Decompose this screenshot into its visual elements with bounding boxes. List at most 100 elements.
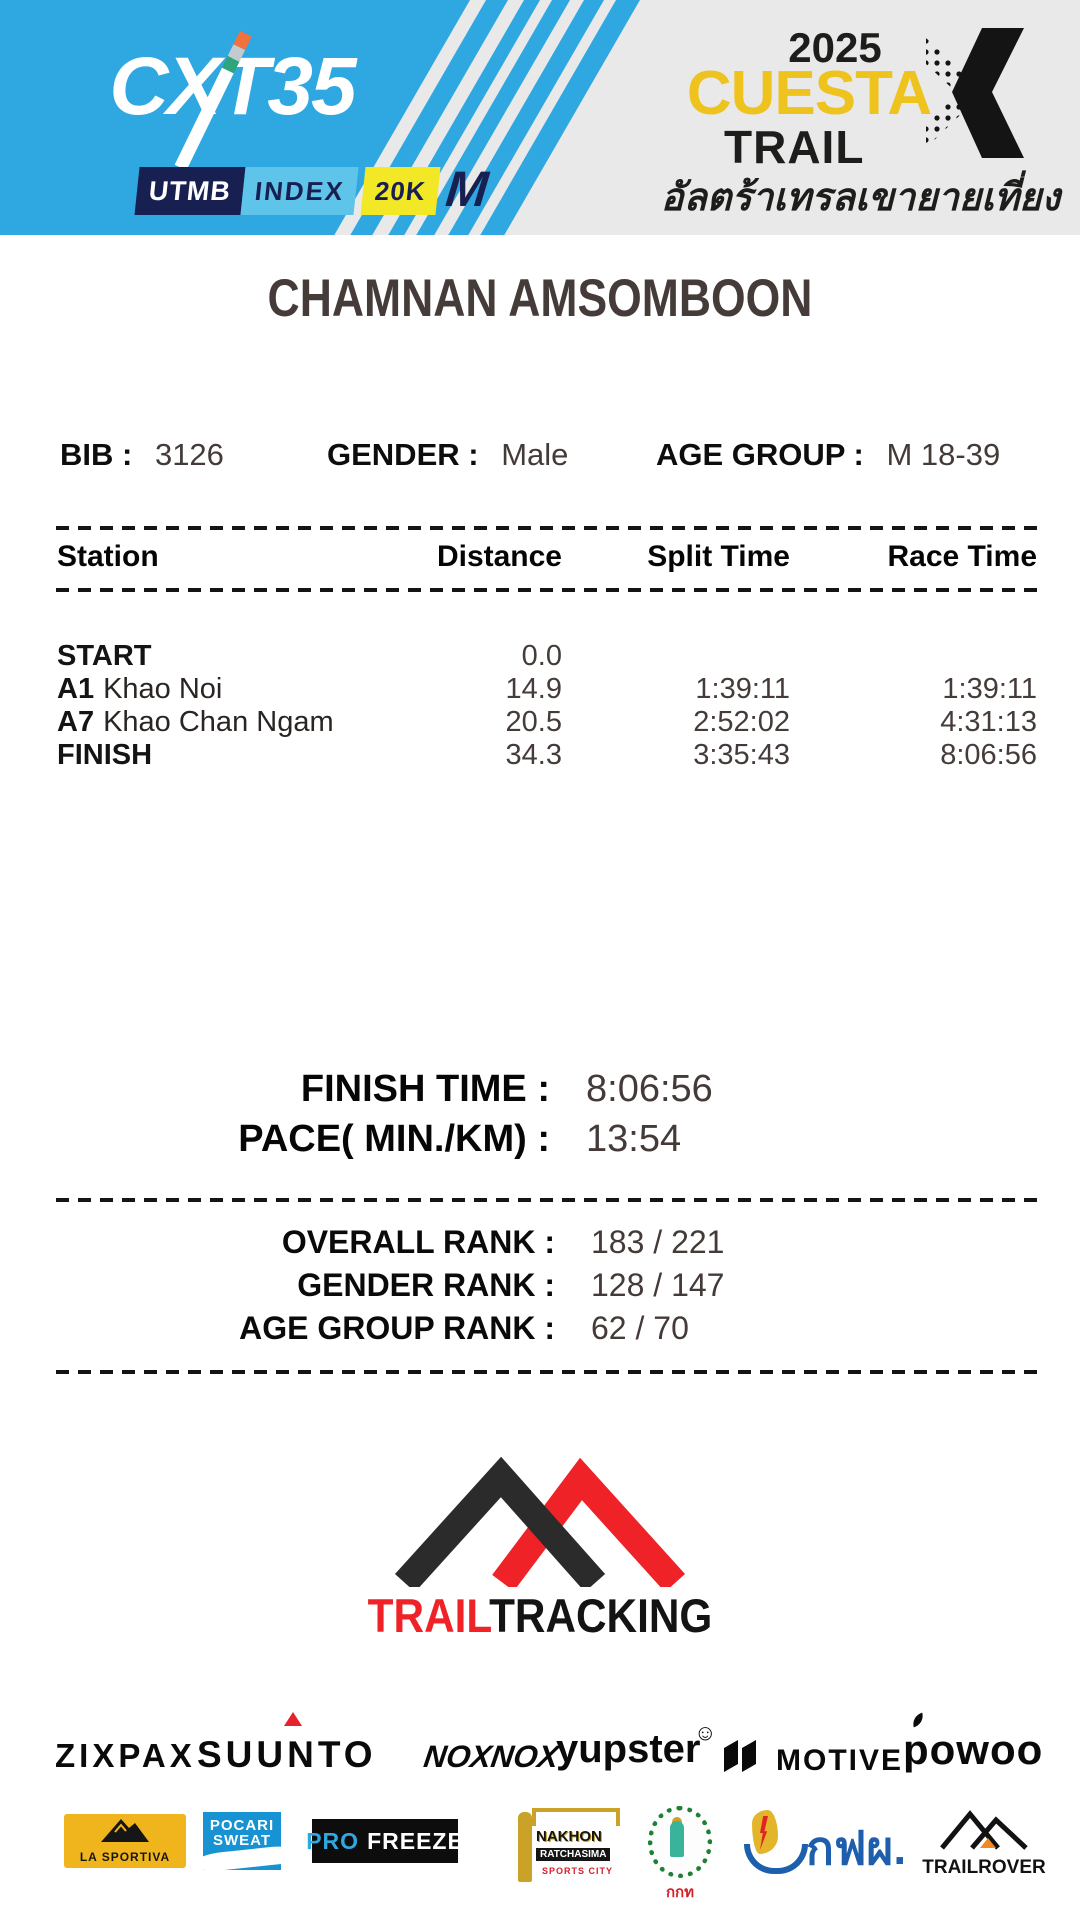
sponsor-yupster-logo: yupster — [556, 1727, 701, 1771]
finish-time-value: 8:06:56 — [586, 1068, 713, 1110]
event-thai-name: อัลตร้าเทรลเขายายเที่ยง — [660, 177, 1060, 219]
sponsor-motive-logo: MOTIVE — [776, 1744, 904, 1777]
table-row: FINISH 34.3 3:35:43 8:06:56 — [57, 739, 1037, 772]
divider-dashed — [56, 1370, 1040, 1374]
age-group-value: M 18-39 — [886, 437, 1001, 472]
finish-time-label: FINISH TIME : — [300, 1068, 550, 1110]
overall-rank-label: OVERALL RANK : — [281, 1224, 555, 1260]
age-group-rank-row: AGE GROUP RANK : 62 / 70 — [0, 1310, 1080, 1347]
gender-value: Male — [501, 437, 569, 472]
distance-value: 0.0 — [521, 640, 562, 672]
splits-table-body: START 0.0 A1 Khao Noi 14.9 1:39:11 1:39:1… — [57, 640, 1037, 772]
runner-info-row: BIB : 3126 GENDER : Male AGE GROUP : M 1… — [0, 437, 1080, 477]
sponsor-pocari-sweat-logo: POCARI SWEAT — [203, 1812, 281, 1870]
splits-table-header: Station Distance Split Time Race Time — [57, 540, 1037, 574]
nakhon-text-line3: SPORTS CITY — [542, 1866, 614, 1876]
gender-rank-label: GENDER RANK : — [297, 1267, 555, 1303]
divider-dashed — [56, 588, 1040, 592]
pocari-text-line2: SWEAT — [212, 1832, 272, 1849]
race-time-value: 4:31:13 — [940, 706, 1037, 738]
col-header-split-time: Split Time — [647, 540, 790, 573]
pace-label: PACE( MIN./KM) : — [238, 1118, 550, 1160]
age-group-rank-label: AGE GROUP RANK : — [239, 1310, 555, 1346]
table-row: A1 Khao Noi 14.9 1:39:11 1:39:11 — [57, 673, 1037, 706]
age-group-field: AGE GROUP : M 18-39 — [656, 437, 1000, 473]
egat-arc-icon — [744, 1844, 808, 1874]
divider-dashed — [56, 1198, 1040, 1202]
trailtracking-tracking-text: TRACKING — [489, 1589, 713, 1642]
table-row: START 0.0 — [57, 640, 1037, 673]
station-code: START — [57, 640, 152, 672]
sat-figure-icon — [670, 1821, 684, 1857]
trailtracking-mountains-icon — [394, 1456, 686, 1587]
pro-freeze-freeze-text: FREEZE — [367, 1827, 464, 1854]
la-sportiva-mountain-icon — [101, 1819, 149, 1842]
motive-flags-icon — [724, 1740, 756, 1772]
event-year: 2025 — [788, 24, 882, 71]
nakhon-text-line2: RATCHASIMA — [536, 1848, 611, 1861]
trailtracking-wordmark: TRAILTRACKING — [54, 1588, 1026, 1643]
event-title: CUESTA — [686, 59, 932, 128]
runner-name: CHAMNAN AMSOMBOON — [267, 269, 813, 328]
split-time-value: 2:52:02 — [693, 706, 790, 738]
station-name: Khao Noi — [103, 673, 223, 705]
overall-rank-value: 183 / 221 — [591, 1224, 725, 1260]
pace-value: 13:54 — [586, 1118, 682, 1160]
sponsor-pro-freeze-logo: PRO FREEZE — [306, 1819, 463, 1863]
sponsor-trailrover-logo: TRAILROVER — [920, 1808, 1048, 1879]
gender-label: GENDER : — [327, 437, 479, 472]
pace-row: PACE( MIN./KM) : 13:54 — [0, 1118, 1080, 1161]
bib-field: BIB : 3126 — [60, 437, 224, 473]
distance-value: 34.3 — [505, 739, 562, 771]
nakhon-text-line1: NAKHON — [536, 1828, 602, 1845]
split-time-value: 1:39:11 — [695, 673, 790, 705]
age-group-label: AGE GROUP : — [656, 437, 864, 472]
pro-freeze-pro-text: PRO — [306, 1827, 360, 1854]
sponsor-egat-logo: กฟผ. — [744, 1810, 907, 1890]
distance-value: 20.5 — [505, 706, 562, 738]
bib-value: 3126 — [154, 437, 224, 472]
bib-label: BIB : — [60, 437, 133, 472]
table-row: A7 Khao Chan Ngam 20.5 2:52:02 4:31:13 — [57, 706, 1037, 739]
station-code: FINISH — [57, 739, 153, 771]
age-group-rank-value: 62 / 70 — [591, 1310, 689, 1346]
index-badge: INDEX — [240, 167, 359, 215]
station-code: A1 — [57, 673, 95, 705]
gender-rank-value: 128 / 147 — [591, 1267, 725, 1303]
sponsor-la-sportiva-logo: LA SPORTIVA — [64, 1814, 186, 1868]
event-subtitle: TRAIL — [724, 121, 865, 173]
divider-dashed — [56, 526, 1040, 530]
egat-thai-text: กฟผ. — [806, 1822, 907, 1874]
suunto-triangle-icon — [284, 1712, 302, 1726]
pocari-text-line1: POCARI — [209, 1817, 275, 1834]
split-time-value: 3:35:43 — [693, 739, 790, 771]
distance-badge: 20K — [360, 167, 441, 215]
trailrover-mountains-icon — [940, 1810, 1028, 1850]
event-header: CXT35 UTMB INDEX 20K M 2025 CUESTA TRAIL — [0, 0, 1080, 235]
egat-lightning-icon — [760, 1816, 768, 1850]
sponsor-nakhon-ratchasima-logo: NAKHON RATCHASIMA SPORTS CITY — [512, 1808, 627, 1898]
sponsor-noxnox-logo: NOXNOX — [421, 1739, 561, 1774]
sat-wreath-icon — [648, 1806, 712, 1878]
nakhon-statue-icon — [518, 1812, 532, 1882]
gender-field: GENDER : Male — [327, 437, 568, 473]
utmb-index-badges: UTMB INDEX 20K M — [134, 161, 491, 217]
distance-value: 14.9 — [505, 673, 562, 705]
sponsor-suunto-logo: SUUNTO — [197, 1734, 377, 1775]
trailrover-text: TRAILROVER — [922, 1857, 1046, 1878]
gender-rank-row: GENDER RANK : 128 / 147 — [0, 1267, 1080, 1304]
utmb-m-icon: M — [443, 161, 491, 217]
sponsor-sports-authority-logo: กกท — [648, 1806, 712, 1901]
overall-rank-row: OVERALL RANK : 183 / 221 — [0, 1224, 1080, 1261]
race-time-value: 1:39:11 — [942, 673, 1037, 705]
station-name: Khao Chan Ngam — [103, 706, 334, 738]
race-time-value: 8:06:56 — [940, 739, 1037, 771]
cuesta-x-icon — [926, 28, 1024, 158]
sponsor-zixpax-logo: ZIXPAX — [55, 1737, 196, 1774]
sponsor-powoo-logo: powoo — [903, 1726, 1044, 1773]
yupster-smiley-icon: ☺ — [694, 1720, 717, 1745]
col-header-race-time: Race Time — [887, 540, 1037, 573]
trailtracking-trail-text: TRAIL — [367, 1589, 490, 1642]
la-sportiva-text: LA SPORTIVA — [79, 1850, 171, 1864]
